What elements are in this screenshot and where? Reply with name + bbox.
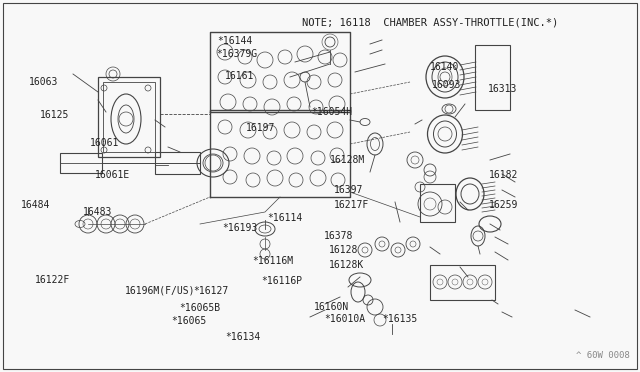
Text: 16182: 16182 [489,170,518,180]
Text: 16313: 16313 [488,84,517,93]
Text: 16217F: 16217F [334,200,369,209]
Text: 16128K: 16128K [329,260,364,270]
Bar [103,82,155,152]
Text: *16114: *16114 [268,213,303,222]
Text: 16378: 16378 [324,231,353,241]
Text: *16135: *16135 [383,314,418,324]
Text: 16061E: 16061E [95,170,130,180]
Bar [155,152,200,174]
Text: 16196M(F/US): 16196M(F/US) [125,285,195,295]
Text: *16116P: *16116P [261,276,302,286]
Text: *16010A: *16010A [324,314,365,324]
Text: *16193: *16193 [223,223,258,232]
Text: ^ 60W 0008: ^ 60W 0008 [576,351,630,360]
Bar [475,45,510,110]
Text: 16197: 16197 [246,124,275,133]
Bar [430,265,495,300]
Text: *16379G: *16379G [216,49,257,59]
Text: 16140: 16140 [430,62,460,72]
Bar [60,153,102,173]
Text: 16259: 16259 [489,201,518,210]
Text: 16128: 16128 [329,245,358,255]
Text: *16144: *16144 [218,36,253,46]
Text: 16483: 16483 [83,207,113,217]
Text: *16116M: *16116M [252,256,293,266]
Text: 16161: 16161 [225,71,255,81]
Text: *16065: *16065 [172,316,207,326]
Text: 16061: 16061 [90,138,119,148]
Text: *16134: *16134 [225,332,260,341]
Text: *16127: *16127 [193,286,228,296]
Text: 16484: 16484 [21,201,51,210]
Text: 16063: 16063 [29,77,58,87]
Bar [98,77,160,157]
Text: 16397: 16397 [334,185,364,195]
Text: 16125: 16125 [40,110,70,120]
Text: 16128M: 16128M [330,155,365,165]
Text: NOTE; 16118  CHAMBER ASSY-THROTTLE(INC.*): NOTE; 16118 CHAMBER ASSY-THROTTLE(INC.*) [302,17,558,27]
Text: 16093: 16093 [432,80,461,90]
Bar [420,184,455,222]
Text: 16160N: 16160N [314,302,349,312]
Text: *16054H: *16054H [311,107,352,116]
Text: *16065B: *16065B [179,303,220,313]
Text: 16122F: 16122F [35,275,70,285]
